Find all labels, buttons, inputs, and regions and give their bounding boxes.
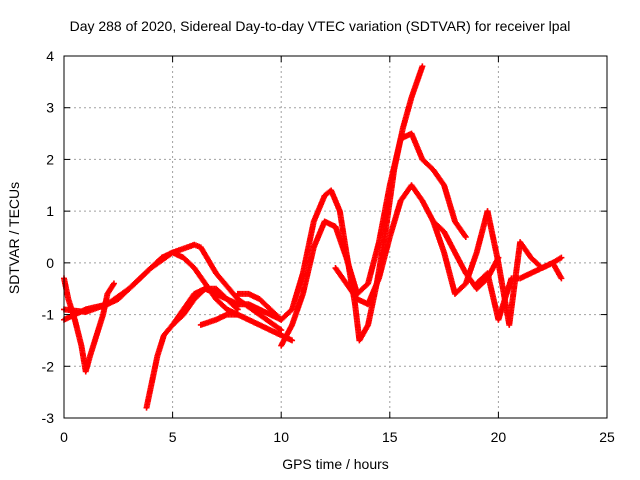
- series-arc8: [278, 130, 469, 349]
- data-point: [558, 254, 565, 261]
- x-tick-label: 25: [599, 429, 615, 445]
- y-tick-label: 2: [46, 151, 54, 167]
- data-point: [278, 327, 285, 334]
- series-arc1: [61, 275, 117, 375]
- data-point: [462, 234, 469, 240]
- y-tick-label: -1: [42, 307, 55, 323]
- data-point: [558, 275, 565, 282]
- y-tick-label: 0: [46, 255, 54, 271]
- x-tick-label: 20: [491, 429, 507, 445]
- y-tick-label: 3: [46, 100, 54, 116]
- series-arc4: [143, 285, 241, 411]
- y-tick-label: -3: [42, 410, 55, 426]
- plot-marks: [61, 63, 565, 411]
- x-tick-label: 10: [273, 429, 289, 445]
- y-tick-label: -2: [42, 358, 55, 374]
- grid: [64, 56, 607, 418]
- x-axis-label: GPS time / hours: [282, 456, 389, 472]
- y-tick-label: 1: [46, 203, 54, 219]
- data-point: [289, 337, 296, 344]
- x-tick-label: 15: [382, 429, 398, 445]
- plot-frame: [63, 55, 608, 419]
- data-point: [234, 306, 241, 313]
- data-point: [110, 280, 117, 287]
- x-tick-label: 0: [60, 429, 68, 445]
- ticks: 0 5 10 15 20 25 -3 -2 -1 0 1 2 3 4: [42, 48, 615, 445]
- series-arc11: [473, 254, 565, 323]
- series-arc5: [169, 285, 285, 328]
- x-tick-label: 5: [169, 429, 177, 445]
- series-arc3: [61, 241, 285, 334]
- chart-title: Day 288 of 2020, Sidereal Day-to-day VTE…: [69, 18, 571, 34]
- data-point: [419, 63, 426, 70]
- y-tick-label: 4: [46, 48, 54, 64]
